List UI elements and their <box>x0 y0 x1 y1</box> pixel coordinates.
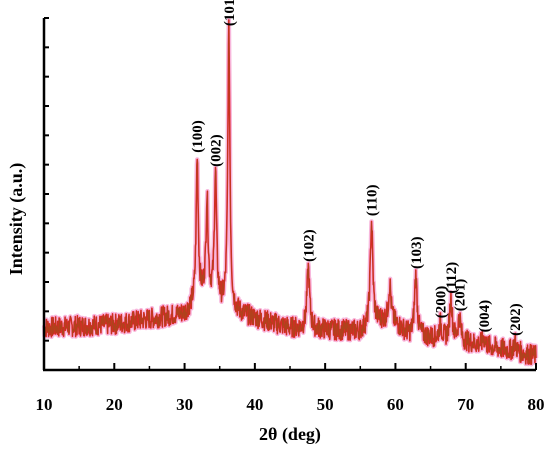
series-noise <box>43 19 537 366</box>
peak-label: (110) <box>365 184 381 216</box>
peak-label: (103) <box>409 236 425 269</box>
peak-labels: (100) (002) (101) (102) (110) (103) (200)(112)… <box>190 0 524 336</box>
peak-label: (102) <box>301 229 317 262</box>
peak-label: (004) <box>477 300 493 333</box>
axes <box>42 17 537 372</box>
peak-label: (100) <box>190 120 206 153</box>
x-tick-label: 10 <box>36 395 53 414</box>
x-tick-label: 50 <box>317 395 334 414</box>
x-tick-label: 70 <box>457 395 474 414</box>
y-axis-title: Intensity (a.u.) <box>6 163 27 276</box>
peak-label: (200) <box>433 286 449 319</box>
x-tick-label: 30 <box>176 395 193 414</box>
peak-label: (112) <box>444 262 460 294</box>
peak-label: (101) <box>222 0 238 26</box>
peak-label: (002) <box>208 134 224 167</box>
x-axis-title: 2θ (deg) <box>259 424 321 445</box>
x-tick-label: 40 <box>246 395 263 414</box>
peak-label: (202) <box>508 303 524 336</box>
x-tick-label: 60 <box>387 395 404 414</box>
plot-area <box>41 17 539 367</box>
tick-labels: 10 20 30 40 50 60 70 80 <box>36 395 545 414</box>
x-tick-label: 80 <box>528 395 545 414</box>
peak-label: (201) <box>452 279 468 312</box>
x-tick-label: 20 <box>106 395 123 414</box>
series-glow <box>41 17 539 367</box>
